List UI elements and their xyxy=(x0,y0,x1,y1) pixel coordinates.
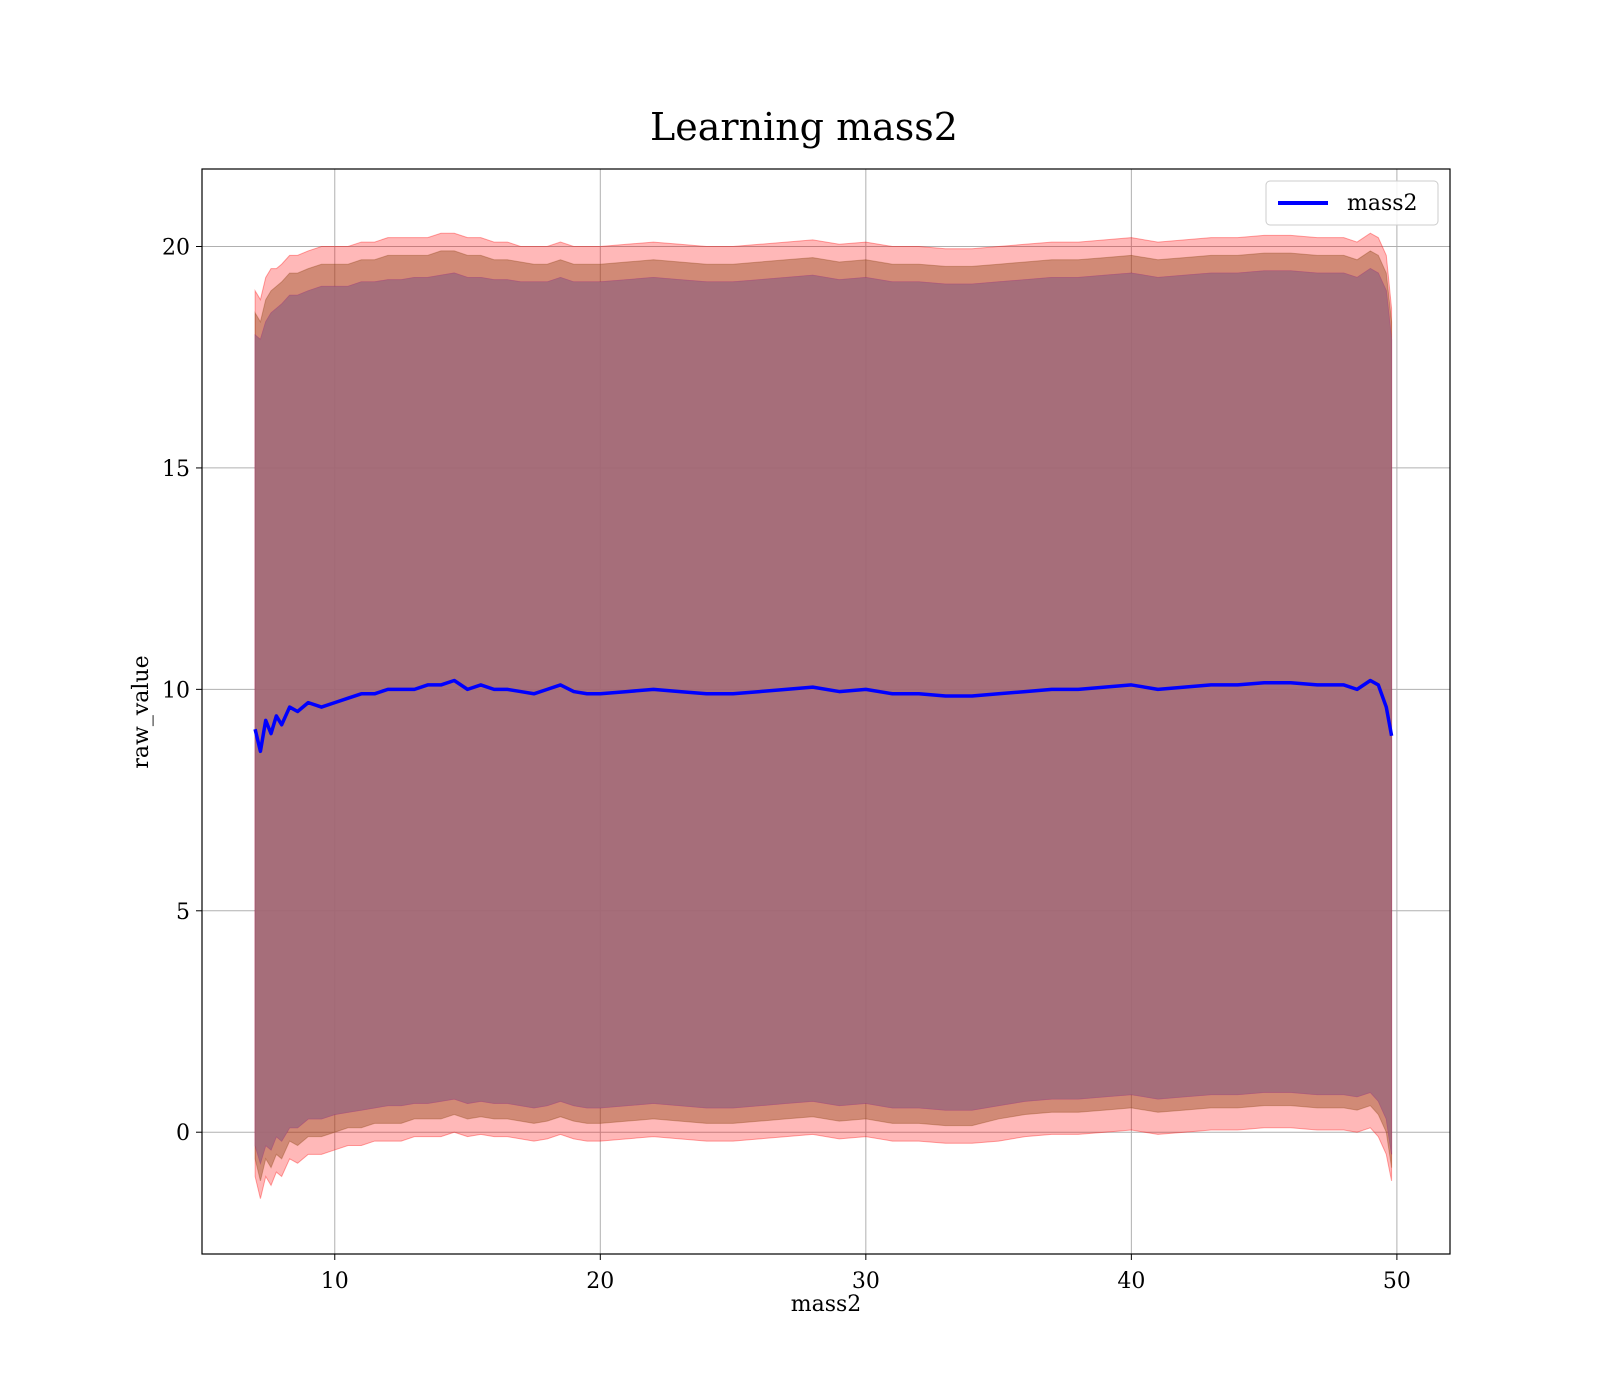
x-tick-label: 30 xyxy=(852,1269,880,1294)
x-axis-label: mass2 xyxy=(791,1292,862,1317)
series-line-mass2 xyxy=(253,678,1394,754)
series-lines xyxy=(253,678,1394,754)
x-axis-ticks: 10 20 30 40 50 xyxy=(321,1254,1411,1294)
legend: mass2 xyxy=(1265,180,1439,226)
x-tick-label: 40 xyxy=(1117,1269,1145,1294)
y-tick-label: 0 xyxy=(176,1121,190,1146)
y-axis-label: raw_value xyxy=(129,655,154,768)
y-tick-label: 15 xyxy=(162,457,190,482)
legend-box xyxy=(1265,180,1439,226)
y-tick-label: 10 xyxy=(162,678,190,703)
y-tick-label: 5 xyxy=(176,900,190,925)
y-tick-label: 20 xyxy=(162,236,190,261)
confidence-bands xyxy=(254,232,1393,1199)
plot-area xyxy=(201,168,1451,1255)
y-axis-ticks: 0 5 10 15 20 xyxy=(162,236,202,1146)
chart-title: Learning mass2 xyxy=(650,105,958,149)
legend-label-mass2: mass2 xyxy=(1347,191,1418,216)
x-tick-label: 10 xyxy=(321,1269,349,1294)
plot-frame xyxy=(201,168,1451,1255)
x-tick-label: 50 xyxy=(1383,1269,1411,1294)
core-band-fill xyxy=(255,268,1392,1164)
x-tick-label: 20 xyxy=(586,1269,614,1294)
